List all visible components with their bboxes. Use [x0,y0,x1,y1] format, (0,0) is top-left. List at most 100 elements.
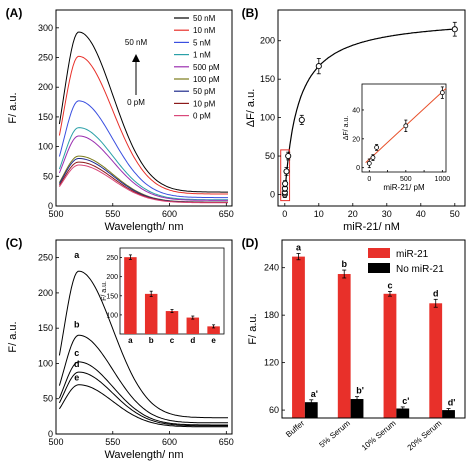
inset-bar-d [186,317,200,334]
bar-No miR-21-1 [350,399,364,418]
panel-a-ytick-label: 200 [38,82,53,92]
inset-ytick-label: 0 [356,165,360,172]
panel-a-ytick-label: 250 [38,53,53,63]
panel-d-ytick-label: 180 [264,310,279,320]
panel-a-xtick-label: 600 [162,209,177,219]
data-point [315,63,322,70]
inset-xtick-label: 1000 [435,176,451,183]
panel-a-ytick-label: 0 [48,201,53,211]
bar-letter-label: b' [356,386,364,396]
spectrum-line-8 [58,164,228,204]
category-label: 5% Serum [318,418,353,449]
panel-b-ytick-label: 200 [260,36,275,46]
category-label: Buffer [284,418,306,439]
inset-data-point [403,123,409,129]
bar-letter-label: a [296,242,302,252]
panel-c-ytick-label: 100 [38,358,53,368]
panel-a-ytick-label: 150 [38,112,53,122]
spectrum-line-b [58,334,228,424]
inset-data-point [370,155,376,160]
panel-c-xtick-label: 550 [105,437,120,447]
legend-label: 10 pM [193,99,216,108]
panel-b-xtick-label: 30 [382,209,392,219]
panel-c-ytick-label: 250 [38,253,53,263]
inset-category-label: e [211,336,216,345]
panel-a-ytick-label: 50 [43,171,53,181]
bar-miR-21-0 [292,256,305,418]
inset-ytick-label: 100 [106,312,118,319]
category-label: 10% Serum [360,418,398,452]
data-point [285,152,292,160]
inset-bar-a [124,257,137,334]
inset-bar-b [144,293,158,334]
panel-d-ylabel: F/ a.u. [247,313,259,344]
panel-b-frame [277,9,466,207]
data-point [451,26,458,33]
data-point [283,168,290,175]
curve-label-d: d [74,359,80,369]
inset-ylabel: F/ a.u. [101,281,108,301]
inset-ytick-label: 150 [106,293,118,300]
bar-No miR-21-2 [396,408,410,418]
inset-ytick-label: 250 [106,255,118,262]
legend-label: 0 pM [193,112,211,121]
arrow-top-label: 50 nM [125,38,148,47]
panel-c-ytick-label: 200 [38,288,53,298]
inset-xlabel: miR-21/ pM [383,183,425,192]
inset-bar-c [165,311,179,334]
bar-miR-21-3 [429,303,443,418]
spectrum-line-1 [58,55,228,195]
panel-c-xtick-label: 650 [219,437,234,447]
panel-label-c: (C) [6,236,23,250]
inset-category-label: b [149,336,154,345]
legend-label: 100 pM [193,75,220,84]
inset-bar-e [207,326,220,334]
spectrum-line-2 [58,100,228,199]
panel-c-ytick-label: 150 [38,323,53,333]
fit-curve [284,28,455,195]
category-label: 20% Serum [406,418,444,452]
inset-category-label: c [170,336,175,345]
panel-a-frame [55,9,233,207]
spectrum-line-3 [58,127,228,201]
panel-a: (A) 500 550 600 650 0 50 100 150 200 250 300 F/ a.u.… [6,6,234,233]
legend-label: 1 nM [193,51,211,60]
panel-c-xtick-label: 600 [162,437,177,447]
panel-c-frame [55,239,233,435]
inset-data-point [439,90,445,96]
bar-letter-label: d' [448,398,456,408]
legend-label: miR-21 [396,249,429,260]
inset-ytick-label: 200 [106,274,118,281]
panel-b-xtick-label: 50 [450,209,460,219]
panel-a-ylabel: F/ a.u. [7,92,19,123]
inset-data-point [366,160,372,166]
spectrum-line-c [58,361,228,426]
panel-d-ytick-label: 60 [269,405,279,415]
panel-b-ytick-label: 100 [260,113,275,123]
panel-c-ytick-label: 50 [43,394,53,404]
bar-letter-label: c [387,280,392,290]
panel-a-xtick-label: 550 [105,209,120,219]
panel-a-xlabel: Wavelength/ nm [104,221,183,233]
panel-b-xtick-label: 40 [416,209,426,219]
panel-c-xlabel: Wavelength/ nm [104,449,183,461]
panel-b-ytick-label: 0 [270,189,275,199]
panel-d-ytick-label: 120 [264,358,279,368]
panel-c-xtick-label: 500 [48,437,63,447]
inset-frame [361,83,447,173]
panel-b-xtick-label: 10 [314,209,324,219]
spectrum-line-0 [58,31,228,193]
panel-c-ytick-label: 0 [48,429,53,439]
curve-label-c: c [74,348,79,358]
panel-label-a: (A) [6,6,23,20]
bar-No miR-21-3 [442,410,455,418]
panel-b-xtick-label: 0 [282,209,287,219]
inset-xtick-label: 0 [367,176,371,183]
legend-label: 50 nM [193,14,216,23]
legend-swatch [368,248,390,258]
panel-b-ytick-label: 150 [260,74,275,84]
inset-ytick-label: 20 [352,136,360,143]
spectrum-line-a [58,270,228,419]
spectrum-line-d [58,371,228,427]
